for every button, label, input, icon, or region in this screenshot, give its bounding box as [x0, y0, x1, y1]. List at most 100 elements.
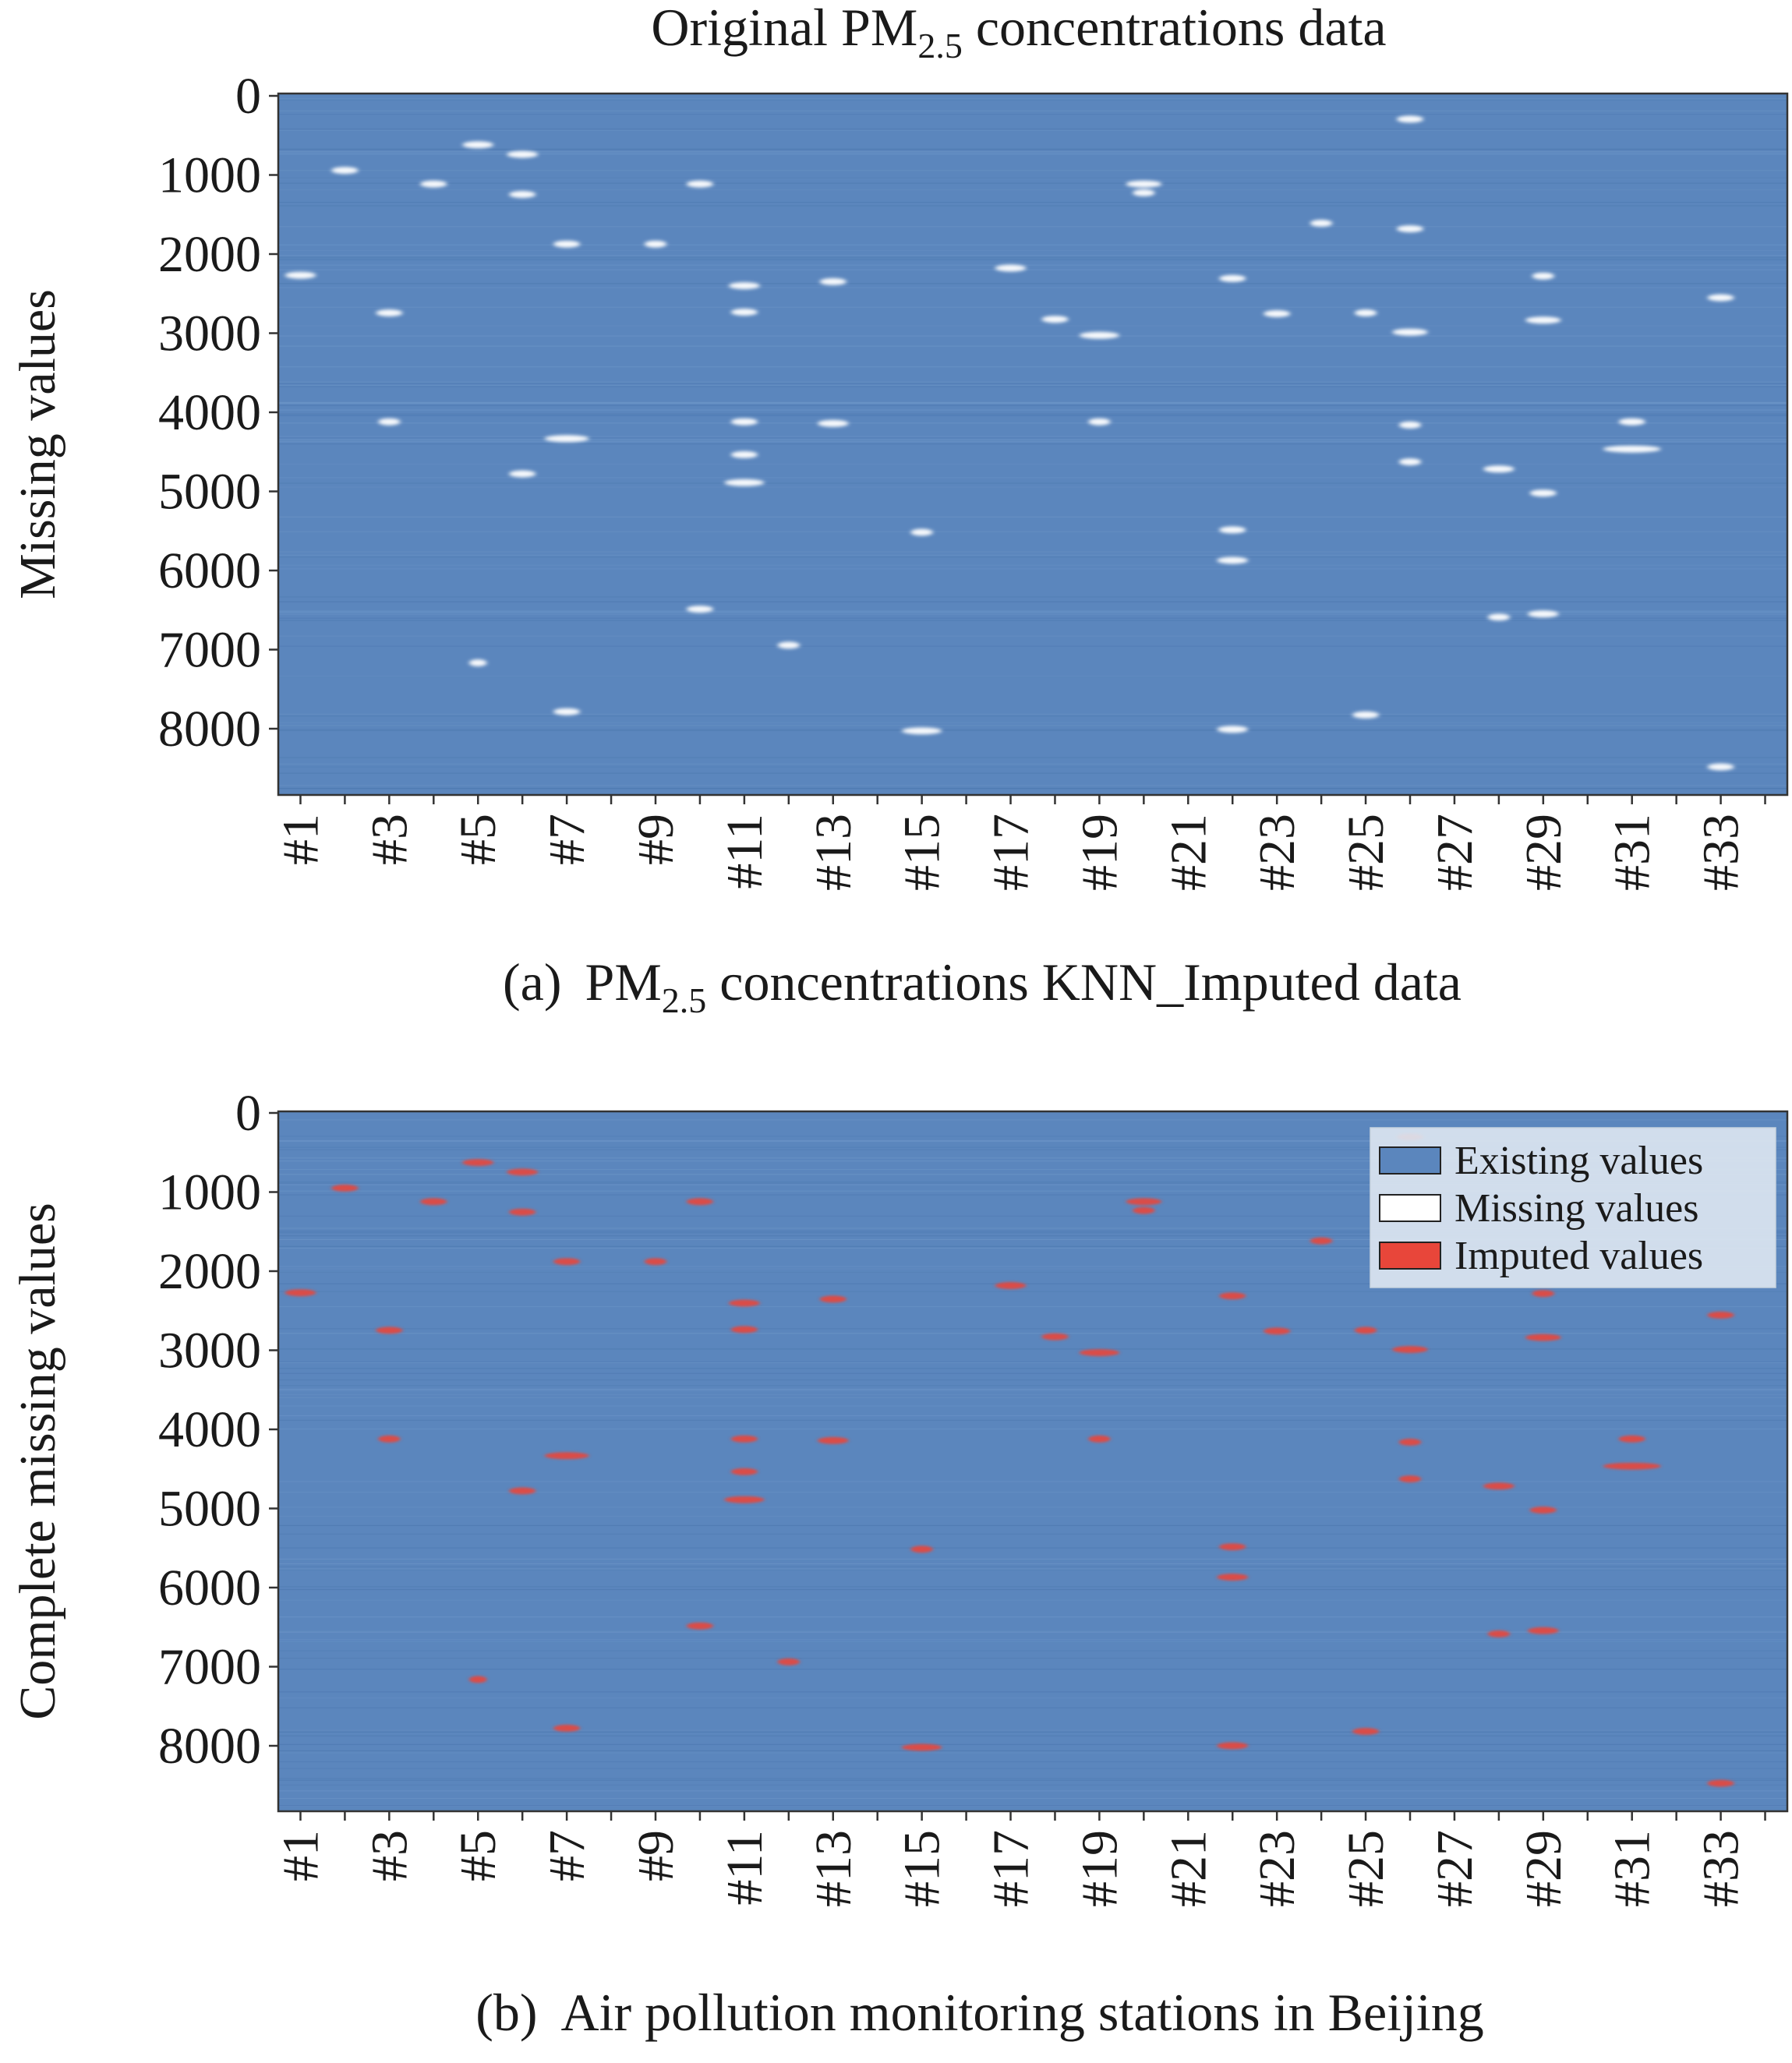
texture-line	[278, 1146, 1787, 1148]
x-tick-label: #5	[450, 1830, 507, 1881]
segment-mark	[686, 180, 714, 188]
segment-mark	[1352, 1728, 1380, 1735]
y-tick-label: 4000	[158, 1401, 261, 1458]
segment-mark	[1126, 180, 1162, 188]
panel-a-title-main: Original PM	[651, 0, 917, 57]
texture-line	[278, 645, 1787, 647]
panel-b-y-axis-label: Complete missing values	[9, 1203, 66, 1720]
segment-mark	[1219, 1292, 1246, 1300]
texture-line	[278, 440, 1787, 441]
texture-line	[278, 1174, 1787, 1175]
texture-line	[278, 1797, 1787, 1800]
texture-line	[278, 385, 1787, 387]
panel-a-background	[278, 94, 1787, 795]
texture-line	[278, 486, 1787, 488]
segment-mark	[1487, 613, 1511, 621]
texture-line	[278, 335, 1787, 337]
texture-line	[278, 1333, 1787, 1334]
segment-mark	[910, 1545, 933, 1553]
texture-line	[278, 772, 1787, 774]
texture-line	[278, 516, 1787, 518]
texture-line	[278, 178, 1787, 179]
segment-mark	[1487, 1630, 1511, 1637]
texture-line	[278, 613, 1787, 615]
texture-line	[278, 1516, 1787, 1517]
texture-line	[278, 1533, 1787, 1535]
segment-mark	[1603, 1462, 1661, 1470]
texture-line	[278, 1245, 1787, 1247]
x-tick-label: #33	[1693, 1830, 1750, 1907]
texture-line	[278, 564, 1787, 566]
texture-line	[278, 1140, 1787, 1142]
segment-mark	[1707, 763, 1734, 771]
texture-line	[278, 568, 1787, 570]
texture-line	[278, 403, 1787, 404]
segment-mark	[1354, 309, 1377, 316]
panel-a-title-rest: concentrations data	[963, 0, 1387, 57]
texture-line	[278, 1232, 1787, 1234]
legend-entry-imputed: Imputed values	[1379, 1234, 1703, 1278]
segment-mark	[1219, 274, 1246, 282]
segment-mark	[777, 641, 800, 649]
panel-b-texture	[278, 1119, 1787, 1807]
x-tick-label: #9	[627, 814, 684, 865]
texture-line	[278, 182, 1787, 184]
y-tick-label: 7000	[158, 622, 261, 679]
legend-swatch-imputed	[1379, 1242, 1441, 1270]
texture-line	[278, 98, 1787, 100]
texture-line	[278, 1586, 1787, 1588]
legend-entry-missing: Missing values	[1379, 1186, 1698, 1231]
x-tick-label: #11	[716, 1830, 773, 1906]
segment-mark	[420, 1198, 447, 1206]
segment-mark	[995, 1282, 1027, 1289]
texture-line	[278, 226, 1787, 228]
x-tick-label: #19	[1071, 814, 1128, 891]
segment-mark	[1527, 610, 1559, 618]
texture-line	[278, 438, 1787, 440]
texture-line	[278, 1547, 1787, 1549]
texture-line	[278, 676, 1787, 677]
texture-line	[278, 1568, 1787, 1570]
texture-line	[278, 283, 1787, 284]
segment-mark	[729, 1299, 760, 1307]
panel-a-heatmap: Original PM2.5 concentrations data 01000…	[9, 0, 1789, 1020]
segment-mark	[376, 1326, 403, 1334]
texture-line	[278, 441, 1787, 443]
texture-line	[278, 437, 1787, 439]
segment-mark	[1088, 1435, 1111, 1443]
segment-mark	[1525, 316, 1561, 324]
texture-line	[278, 413, 1787, 415]
texture-line	[278, 1140, 1787, 1142]
texture-line	[278, 1419, 1787, 1421]
texture-line	[278, 1481, 1787, 1482]
segment-mark	[686, 1622, 714, 1630]
segment-mark	[1603, 445, 1661, 453]
segment-mark	[1133, 189, 1155, 196]
x-tick-label: #11	[716, 814, 773, 889]
panel-a-y-ticks: 0 1000 2000 3000 4000 5000 6000 7000 8000	[158, 68, 278, 758]
texture-line	[278, 1697, 1787, 1699]
y-tick-label: 6000	[158, 1560, 261, 1616]
texture-line	[278, 1248, 1787, 1249]
x-tick-label: #29	[1515, 814, 1572, 891]
segment-mark	[509, 191, 536, 198]
panel-a-caption-main: PM	[585, 952, 662, 1012]
segment-mark	[1079, 1349, 1119, 1357]
segment-mark	[1532, 1290, 1555, 1298]
texture-line	[278, 1215, 1787, 1217]
segment-mark	[817, 419, 849, 427]
segment-mark	[644, 240, 667, 248]
y-tick-label: 4000	[158, 384, 261, 441]
texture-line	[278, 1405, 1787, 1407]
texture-line	[278, 402, 1787, 404]
texture-line	[278, 763, 1787, 765]
texture-line	[278, 1743, 1787, 1745]
segment-mark	[285, 271, 316, 279]
x-tick-label: #15	[894, 1830, 951, 1907]
segment-mark	[544, 1452, 589, 1460]
legend-label-existing: Existing values	[1454, 1139, 1703, 1183]
texture-line	[278, 620, 1787, 621]
segment-mark	[378, 1435, 401, 1443]
texture-line	[278, 1385, 1787, 1387]
segment-mark	[902, 1743, 942, 1751]
